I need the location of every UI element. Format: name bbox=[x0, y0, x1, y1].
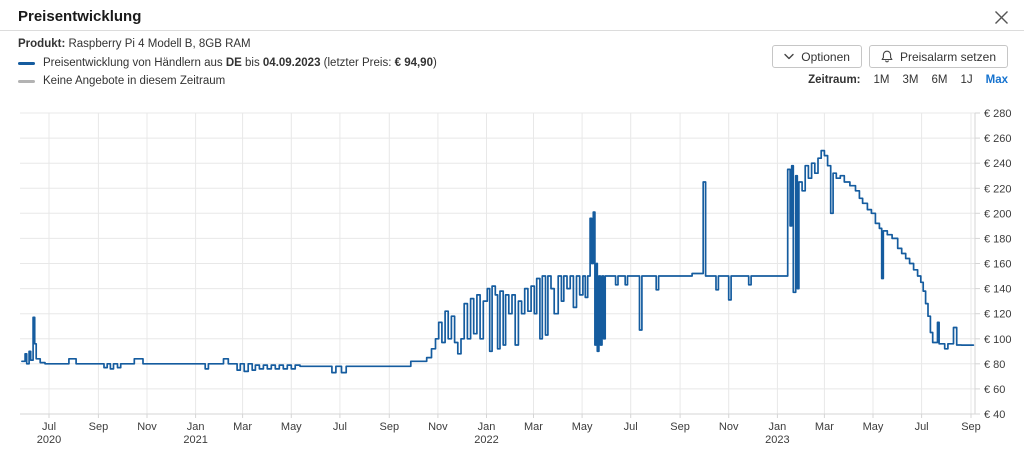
product-label: Produkt: bbox=[18, 38, 66, 50]
svg-text:Jul: Jul bbox=[333, 421, 347, 433]
legend-series-swatch bbox=[18, 61, 35, 65]
page-title: Preisentwicklung bbox=[18, 8, 142, 25]
legend-no-offers-label: Keine Angebote in diesem Zeitraum bbox=[43, 75, 226, 87]
svg-text:€ 220: € 220 bbox=[984, 183, 1012, 195]
chevron-down-icon bbox=[784, 53, 794, 60]
svg-text:2020: 2020 bbox=[37, 434, 61, 446]
svg-text:Mar: Mar bbox=[524, 421, 543, 433]
svg-text:2021: 2021 bbox=[183, 434, 207, 446]
svg-text:Jul: Jul bbox=[42, 421, 56, 433]
svg-text:€ 100: € 100 bbox=[984, 334, 1012, 346]
svg-text:Sep: Sep bbox=[961, 421, 981, 433]
close-button[interactable] bbox=[990, 6, 1012, 28]
svg-text:Sep: Sep bbox=[380, 421, 400, 433]
svg-text:2022: 2022 bbox=[474, 434, 498, 446]
zeitraum-option-max[interactable]: Max bbox=[985, 74, 1008, 86]
svg-text:Nov: Nov bbox=[428, 421, 448, 433]
product-name: Raspberry Pi 4 Modell B, 8GB RAM bbox=[68, 38, 251, 50]
svg-text:€ 280: € 280 bbox=[984, 108, 1012, 120]
svg-text:€ 180: € 180 bbox=[984, 233, 1012, 245]
svg-text:€ 240: € 240 bbox=[984, 158, 1012, 170]
svg-text:May: May bbox=[572, 421, 593, 433]
svg-text:May: May bbox=[863, 421, 884, 433]
header-divider bbox=[0, 30, 1024, 31]
svg-text:Jul: Jul bbox=[624, 421, 638, 433]
legend-series-label: Preisentwicklung von Händlern aus DE bis… bbox=[43, 57, 437, 69]
svg-text:€ 140: € 140 bbox=[984, 284, 1012, 296]
chart-legend: Preisentwicklung von Händlern aus DE bis… bbox=[18, 57, 437, 93]
svg-text:Jan: Jan bbox=[769, 421, 787, 433]
legend-no-offers-swatch bbox=[18, 79, 35, 83]
svg-text:Sep: Sep bbox=[89, 421, 109, 433]
svg-text:Jan: Jan bbox=[478, 421, 496, 433]
svg-text:€ 120: € 120 bbox=[984, 309, 1012, 321]
svg-text:€ 80: € 80 bbox=[984, 359, 1005, 371]
zeitraum-selector: Zeitraum: 1M 3M 6M 1J Max bbox=[808, 74, 1008, 86]
zeitraum-label: Zeitraum: bbox=[808, 74, 861, 86]
svg-text:Mar: Mar bbox=[233, 421, 252, 433]
svg-text:May: May bbox=[281, 421, 302, 433]
zeitraum-option-1j[interactable]: 1J bbox=[960, 74, 973, 86]
svg-text:Nov: Nov bbox=[719, 421, 739, 433]
svg-text:€ 160: € 160 bbox=[984, 259, 1012, 271]
product-line: Produkt: Raspberry Pi 4 Modell B, 8GB RA… bbox=[18, 38, 251, 50]
svg-text:€ 260: € 260 bbox=[984, 133, 1012, 145]
zeitraum-option-6m[interactable]: 6M bbox=[931, 74, 948, 86]
svg-text:€ 60: € 60 bbox=[984, 384, 1005, 396]
legend-series-row: Preisentwicklung von Händlern aus DE bis… bbox=[18, 57, 437, 69]
bell-icon bbox=[881, 50, 893, 63]
svg-text:2023: 2023 bbox=[765, 434, 789, 446]
options-button[interactable]: Optionen bbox=[772, 45, 862, 68]
legend-no-offers-row: Keine Angebote in diesem Zeitraum bbox=[18, 75, 437, 87]
close-icon bbox=[994, 10, 1008, 24]
zeitraum-option-3m[interactable]: 3M bbox=[902, 74, 919, 86]
price-alarm-button[interactable]: Preisalarm setzen bbox=[868, 45, 1008, 68]
svg-text:€ 40: € 40 bbox=[984, 409, 1005, 421]
svg-text:€ 200: € 200 bbox=[984, 208, 1012, 220]
svg-text:Mar: Mar bbox=[815, 421, 834, 433]
toolbar: Optionen Preisalarm setzen bbox=[772, 45, 1008, 68]
svg-text:Sep: Sep bbox=[670, 421, 690, 433]
svg-text:Jul: Jul bbox=[915, 421, 929, 433]
zeitraum-option-1m[interactable]: 1M bbox=[873, 74, 890, 86]
svg-text:Nov: Nov bbox=[137, 421, 157, 433]
svg-text:Jan: Jan bbox=[187, 421, 205, 433]
